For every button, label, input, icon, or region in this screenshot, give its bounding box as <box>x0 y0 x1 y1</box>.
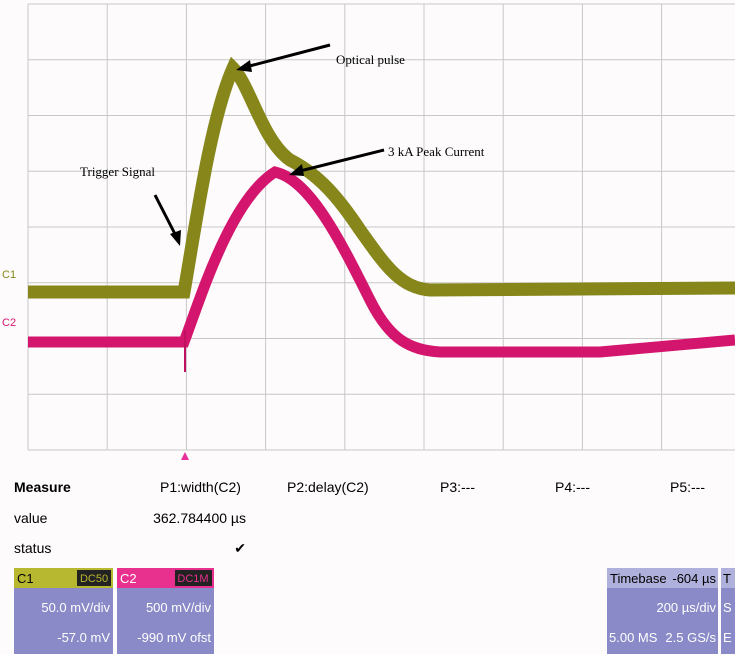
row-label: value <box>14 510 48 526</box>
annotation: Optical pulse <box>336 52 405 67</box>
timebase-rate: 2.5 GS/s <box>665 630 716 645</box>
channel-offset: -990 mV ofst <box>137 630 211 645</box>
measure-header: P2:delay(C2) <box>287 479 369 495</box>
measure-header: Measure <box>14 479 71 495</box>
status-value: ✔ <box>234 540 246 556</box>
timebase-delay: -604 µs <box>672 571 716 586</box>
measure-header: P1:width(C2) <box>160 479 241 495</box>
oscilloscope-screen: C1 C2 Optical pulse 3 kA Peak Current Tr… <box>0 0 735 654</box>
channel-marker: C1 <box>2 269 16 281</box>
timebase-box[interactable]: Timebase -604 µs 200 µs/div 5.00 MS 2.5 … <box>607 568 718 654</box>
channel-name: C1 <box>17 571 34 586</box>
measure-header: P3:--- <box>440 479 475 495</box>
measure-header: P5:--- <box>670 479 705 495</box>
timebase-scale: 200 µs/div <box>656 600 716 615</box>
annotation: 3 kA Peak Current <box>388 144 485 159</box>
timebase-samples: 5.00 MS <box>609 630 658 645</box>
row-label: status <box>14 540 51 556</box>
channel-name: C2 <box>120 571 137 586</box>
coupling: DC1M <box>177 573 208 585</box>
channel-scale: 500 mV/div <box>146 600 212 615</box>
measure-value: 362.784400 µs <box>153 510 246 526</box>
channel-marker: C2 <box>2 317 16 329</box>
coupling: DC50 <box>80 573 108 585</box>
channel-scale: 50.0 mV/div <box>41 600 110 615</box>
annotation: Trigger Signal <box>80 164 155 179</box>
measure-header: P4:--- <box>555 479 590 495</box>
channel-box[interactable]: C1 DC50 50.0 mV/div -57.0 mV <box>14 568 113 654</box>
cut-text: E <box>723 630 732 645</box>
background <box>0 0 735 654</box>
cut-text: S <box>723 600 732 615</box>
timebase-label: Timebase <box>610 571 667 586</box>
cut-text: T <box>723 571 731 586</box>
channel-offset: -57.0 mV <box>57 630 110 645</box>
trigger-box[interactable]: T S E <box>721 568 735 654</box>
channel-box[interactable]: C2 DC1M 500 mV/div -990 mV ofst <box>117 568 214 654</box>
